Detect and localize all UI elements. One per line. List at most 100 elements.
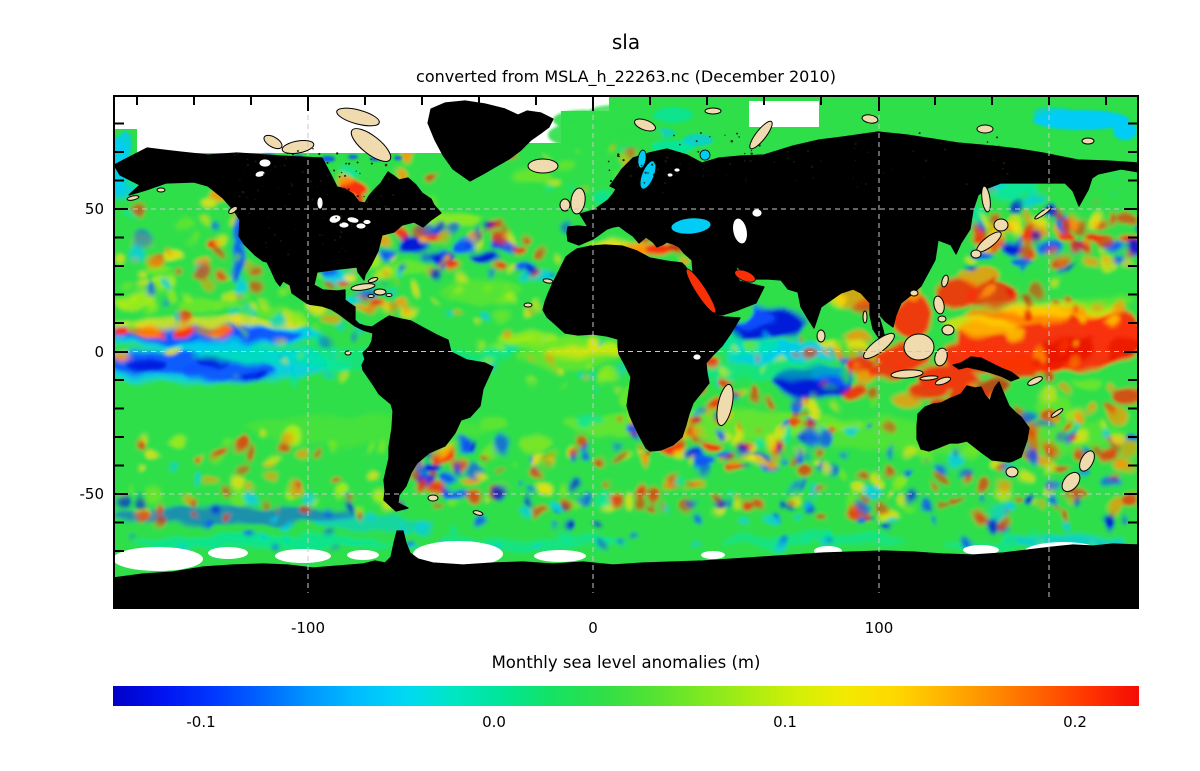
- eddy-blob: [689, 480, 705, 488]
- eddy-blob: [334, 548, 339, 555]
- anomaly-blob: [133, 536, 393, 550]
- island-kuril-islands: [1034, 206, 1052, 220]
- eddy-blob: [931, 482, 938, 491]
- eddy-blob: [483, 495, 488, 503]
- eddy-blob: [623, 494, 632, 511]
- eddy-blob: [791, 395, 804, 411]
- lake-dot: [725, 174, 727, 176]
- eddy-blob: [686, 456, 695, 465]
- eddy-blob: [1100, 249, 1107, 256]
- eddy-blob: [531, 359, 538, 366]
- island-kodiak: [156, 187, 166, 193]
- eddy-blob: [541, 461, 549, 465]
- eddy-blob: [607, 541, 612, 549]
- island-visayas: [937, 315, 947, 323]
- colorbar-tick-0.0: 0.0: [482, 713, 506, 731]
- eddy-blob: [283, 341, 290, 347]
- eddy-blob: [329, 348, 335, 358]
- eddy-blob: [245, 532, 255, 541]
- eddy-blob: [891, 474, 908, 490]
- eddy-blob: [415, 225, 428, 239]
- lake-dot: [370, 158, 372, 161]
- eddy-blob: [847, 493, 859, 508]
- eddy-blob: [468, 440, 476, 451]
- eddy-blob: [368, 445, 376, 454]
- eddy-blob: [634, 446, 642, 451]
- eddy-blob: [440, 264, 447, 269]
- eddy-blob: [202, 517, 212, 528]
- eddy-blob: [201, 455, 207, 462]
- lake-dot: [750, 152, 753, 155]
- eddy-blob: [294, 312, 307, 324]
- eddy-blob: [574, 146, 579, 152]
- eddy-blob: [152, 514, 164, 528]
- lake-dot: [882, 172, 885, 174]
- lake-dot: [273, 233, 276, 236]
- eddy-blob: [582, 185, 587, 191]
- eddy-blob: [547, 352, 557, 363]
- lake-dot: [279, 239, 282, 242]
- lake-dot: [367, 210, 369, 212]
- anomaly-blob: [1002, 241, 1024, 253]
- eddy-blob: [300, 504, 312, 516]
- eddy-blob: [427, 471, 436, 479]
- eddy-blob: [238, 331, 249, 338]
- eddy-blob: [495, 309, 508, 320]
- island-andaman-islands: [862, 310, 868, 324]
- arctic-accent-blob: [394, 156, 402, 160]
- lake-dot: [912, 150, 915, 153]
- anomaly-blob: [1055, 232, 1075, 242]
- island-new-zealand-south: [1061, 471, 1081, 493]
- anomaly-blob: [936, 279, 980, 307]
- lake-dot: [312, 147, 314, 150]
- eddy-blob: [299, 486, 305, 494]
- eddy-blob: [1047, 479, 1056, 491]
- eddy-blob: [547, 460, 554, 467]
- eddy-blob: [883, 524, 892, 533]
- eddy-blob: [607, 493, 621, 507]
- eddy-blob: [590, 373, 598, 381]
- island-new-caledonia: [1050, 408, 1064, 418]
- lake-dot: [384, 205, 387, 208]
- eddy-blob: [761, 332, 770, 341]
- lake-dot: [290, 183, 292, 185]
- lake-dot: [288, 193, 291, 195]
- lakes-and-seas: [254, 149, 763, 361]
- eddy-blob: [936, 469, 950, 482]
- eddy-blob: [287, 366, 294, 373]
- eddy-blob: [178, 309, 194, 324]
- anomaly-blob: [483, 344, 523, 356]
- eddy-blob: [820, 462, 827, 474]
- eddy-blob: [194, 457, 203, 465]
- lake-dot: [359, 172, 361, 175]
- eddy-blob: [748, 443, 756, 453]
- eddy-blob: [134, 281, 146, 289]
- eddy-blob: [171, 435, 187, 448]
- lake-dot: [343, 174, 347, 177]
- lake-dot: [656, 168, 659, 171]
- anomaly-blob: [491, 263, 505, 271]
- eddy-blob: [504, 284, 512, 291]
- eddy-blob: [1124, 238, 1139, 255]
- lake-dot: [812, 176, 815, 179]
- island-victoria-island: [281, 139, 315, 155]
- anomaly-blob: [221, 329, 301, 343]
- eddy-blob: [1108, 191, 1114, 197]
- eddy-blob: [752, 496, 763, 509]
- lake-dot: [266, 216, 268, 218]
- eddy-blob: [1111, 210, 1118, 223]
- eddy-blob: [619, 539, 628, 546]
- eddy-blob: [721, 365, 731, 375]
- anomaly-blob: [701, 442, 721, 452]
- eddy-blob: [510, 462, 514, 470]
- lake-dot: [319, 179, 323, 183]
- lake-dot: [246, 163, 250, 167]
- lake-dot: [316, 186, 319, 188]
- eddy-blob: [987, 277, 996, 287]
- eddy-blob: [266, 456, 281, 466]
- eddy-blob: [907, 492, 917, 503]
- eddy-blob: [730, 432, 743, 446]
- eddy-blob: [1073, 411, 1087, 424]
- eddy-blob: [328, 440, 340, 450]
- eddy-blob: [378, 253, 387, 260]
